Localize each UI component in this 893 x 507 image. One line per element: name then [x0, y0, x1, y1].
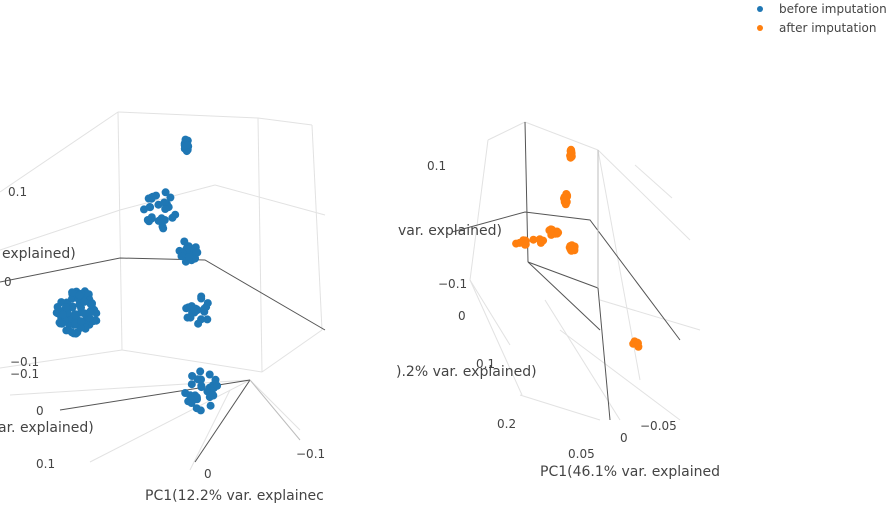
data-point	[569, 245, 578, 254]
data-point	[192, 404, 201, 413]
data-point	[560, 194, 569, 202]
scene-right-axes	[451, 121, 681, 421]
data-point	[77, 317, 86, 326]
right-z-tick-low: 0	[458, 309, 466, 323]
data-point	[535, 235, 544, 244]
data-point	[566, 147, 575, 155]
data-point	[168, 213, 177, 222]
legend-marker-before	[757, 6, 763, 12]
data-point	[190, 304, 199, 313]
data-point	[203, 315, 212, 324]
left-z-tick-mid: 0	[4, 275, 12, 289]
data-point	[186, 313, 195, 322]
right-pc1-axis-title: PC1(46.1% var. explained	[540, 464, 720, 480]
scene-left-grid	[0, 111, 326, 471]
data-point	[200, 304, 209, 313]
legend-label-before: before imputation	[779, 2, 887, 16]
data-point	[554, 228, 563, 237]
data-point	[145, 203, 154, 211]
data-point	[161, 188, 170, 197]
data-point	[211, 375, 220, 384]
data-point	[166, 193, 175, 202]
left-y-tick-3: 0.1	[36, 457, 55, 471]
data-point	[70, 310, 79, 319]
data-point	[75, 291, 84, 300]
left-pc2-axis-title: ar. explained)	[0, 420, 94, 436]
data-point	[187, 380, 196, 389]
data-point	[187, 399, 196, 407]
right-x-tick-1: 0.05	[568, 447, 595, 461]
left-pc1-axis-title: PC1(12.2% var. explainec	[145, 488, 324, 504]
right-y-tick-2: 0.1	[476, 357, 495, 371]
legend-item-before[interactable]: before imputation	[757, 2, 887, 16]
right-y-tick-1: 0.2	[497, 417, 516, 431]
right-x-tick-3: −0.05	[640, 419, 677, 433]
left-pc3-axis-title: explained)	[2, 246, 76, 262]
data-point	[86, 308, 95, 317]
data-point	[62, 303, 71, 312]
data-point	[521, 240, 530, 249]
scene-right-ticks: 0.1 −0.1 0 0.2 0.1 0.05 0 −0.05	[427, 159, 677, 461]
data-point	[181, 389, 190, 397]
data-point	[213, 381, 222, 390]
data-point	[515, 238, 524, 247]
data-point	[196, 367, 205, 376]
data-point	[208, 390, 217, 399]
data-point	[197, 381, 206, 390]
right-x-tick-2: 0	[620, 431, 628, 445]
data-point	[194, 319, 203, 328]
data-point	[68, 288, 77, 297]
data-point	[183, 140, 192, 149]
data-point	[154, 216, 163, 225]
data-point	[143, 216, 152, 224]
data-point	[57, 319, 66, 328]
legend: before imputation after imputation	[757, 2, 887, 35]
right-z-tick-top: 0.1	[427, 159, 446, 173]
scene-right-points	[512, 145, 643, 351]
data-point	[160, 216, 169, 224]
data-point	[160, 198, 169, 207]
data-point	[180, 237, 189, 246]
scene-left-ticks: 0.1 0 −0.1 −0.1 0 0.1 0 −0.1	[4, 185, 325, 481]
data-point	[80, 297, 89, 306]
right-z-tick-mid: −0.1	[438, 277, 467, 291]
data-point	[59, 310, 67, 319]
left-y-tick-2: 0	[36, 404, 44, 418]
data-point	[634, 339, 642, 348]
left-y-tick-1: −0.1	[10, 367, 39, 381]
legend-item-after[interactable]: after imputation	[757, 21, 877, 35]
left-x-tick-1: 0	[204, 467, 212, 481]
data-point	[68, 302, 77, 311]
data-point	[193, 375, 202, 384]
right-pc3-axis-title: var. explained)	[398, 223, 502, 239]
data-point	[67, 328, 76, 337]
left-z-tick-top: 0.1	[8, 185, 27, 199]
scene-left-points	[52, 135, 222, 415]
legend-label-after: after imputation	[779, 21, 877, 35]
data-point	[159, 224, 168, 233]
data-point	[161, 205, 170, 213]
data-point	[529, 235, 538, 244]
data-point	[192, 248, 201, 256]
scene-left[interactable]: 0.1 0 −0.1 −0.1 0 0.1 0 −0.1 explained) …	[0, 111, 326, 504]
data-point	[144, 194, 153, 203]
legend-marker-after	[757, 25, 763, 31]
data-point	[185, 253, 194, 261]
data-point	[547, 230, 556, 239]
data-point	[177, 252, 186, 261]
scene-right[interactable]: 0.1 −0.1 0 0.2 0.1 0.05 0 −0.05 var. exp…	[396, 121, 720, 480]
left-z-tick-low: −0.1	[10, 355, 39, 369]
data-point	[205, 370, 214, 379]
data-point	[197, 294, 206, 303]
right-pc2-axis-title: ).2% var. explained)	[396, 364, 537, 380]
left-x-tick-2: −0.1	[296, 447, 325, 461]
data-point	[92, 309, 101, 318]
data-point	[206, 401, 215, 410]
data-point	[88, 299, 96, 308]
